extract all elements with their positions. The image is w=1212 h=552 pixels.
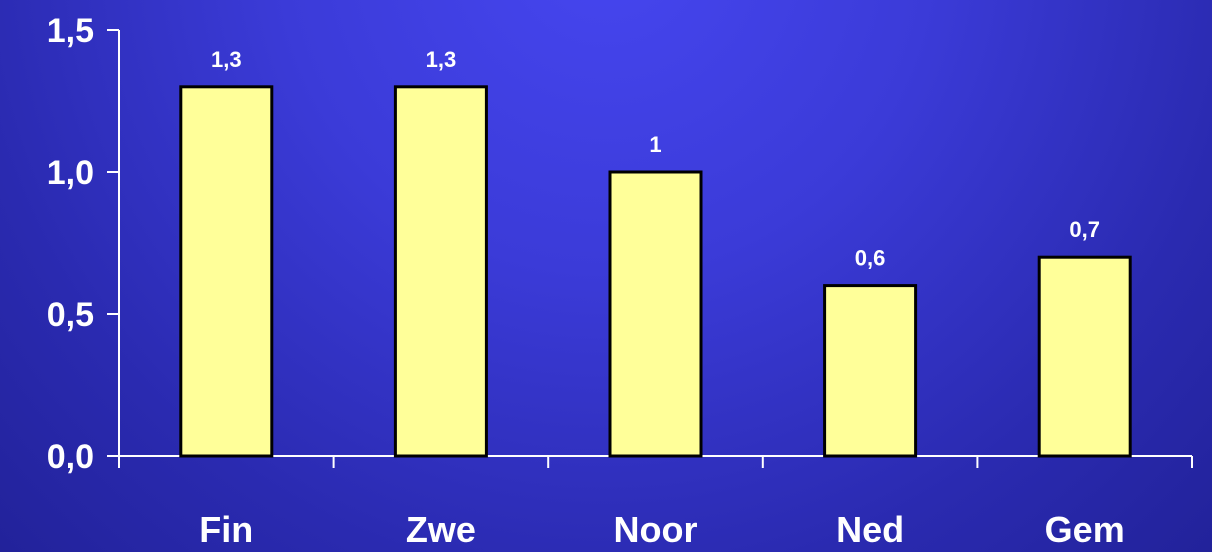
category-label: Fin [199, 509, 253, 550]
y-tick-label: 1,0 [47, 154, 94, 192]
bar-zwe [393, 85, 488, 458]
bar-fin [179, 85, 274, 458]
y-tick-label: 1,5 [47, 12, 94, 50]
data-label: 1 [649, 132, 661, 157]
category-labels: Fin Zwe Noor Ned Gem [199, 509, 1124, 550]
category-label: Noor [614, 509, 698, 550]
data-labels: 1,3 1,3 1 0,6 0,7 [211, 47, 1100, 271]
bars [179, 85, 1132, 458]
data-label: 1,3 [211, 47, 242, 72]
bar-ned [823, 284, 918, 458]
x-axis [118, 455, 1193, 468]
data-label: 0,6 [855, 246, 886, 271]
data-label: 1,3 [426, 47, 457, 72]
category-label: Gem [1045, 509, 1125, 550]
bar-gem [1037, 255, 1132, 458]
category-label: Zwe [406, 509, 476, 550]
data-label: 0,7 [1069, 217, 1100, 242]
category-label: Ned [836, 509, 904, 550]
y-tick-label: 0,5 [47, 296, 94, 334]
y-tick-label: 0,0 [47, 438, 94, 476]
y-axis: 0,0 0,5 1,0 1,5 [47, 12, 120, 476]
bar-noor [608, 170, 703, 458]
